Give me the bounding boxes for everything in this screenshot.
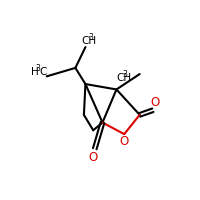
- Text: 3: 3: [89, 33, 93, 42]
- Text: 3: 3: [123, 70, 128, 79]
- Text: 3: 3: [35, 64, 40, 73]
- Text: CH: CH: [81, 36, 96, 46]
- Text: O: O: [89, 151, 98, 164]
- Text: C: C: [39, 67, 46, 77]
- Text: CH: CH: [116, 73, 132, 83]
- Text: O: O: [120, 135, 129, 148]
- Text: H: H: [31, 67, 39, 77]
- Text: O: O: [151, 96, 160, 109]
